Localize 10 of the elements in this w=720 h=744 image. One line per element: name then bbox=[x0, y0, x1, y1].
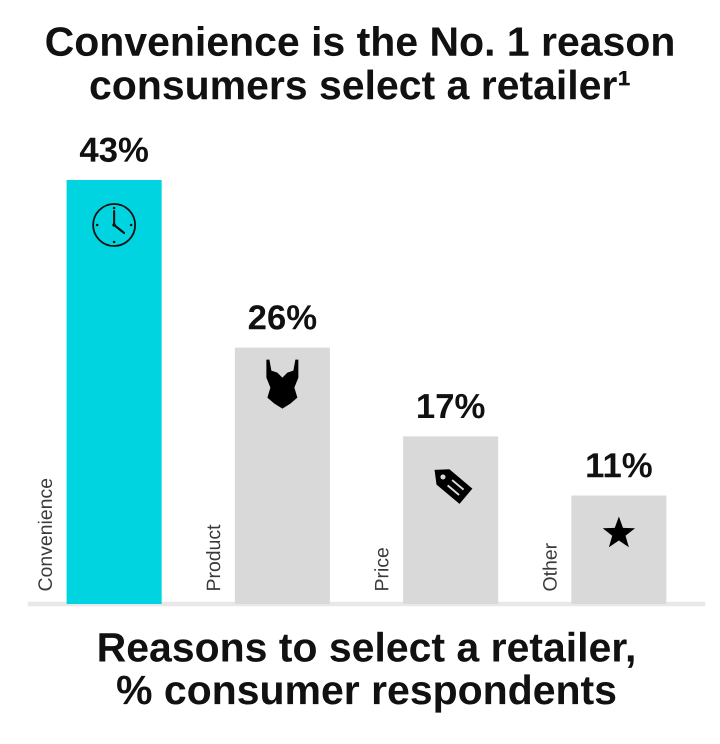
x-tick-label: Price bbox=[374, 548, 389, 590]
x-tick-label: Product bbox=[206, 524, 220, 590]
chart-title: Convenience is the No. 1 reason consumers select a retailer¹ bbox=[46, 26, 673, 100]
x-tick-label: Convenience bbox=[38, 478, 52, 591]
data-label: 17% bbox=[418, 394, 484, 418]
data-label: 26% bbox=[248, 305, 316, 330]
data-label: 11% bbox=[587, 453, 652, 478]
x-axis-title: Reasons to select a retailer, % consumer respondents bbox=[99, 632, 634, 713]
data-label: 43% bbox=[80, 137, 148, 162]
x-tick-label: Other bbox=[542, 543, 557, 591]
